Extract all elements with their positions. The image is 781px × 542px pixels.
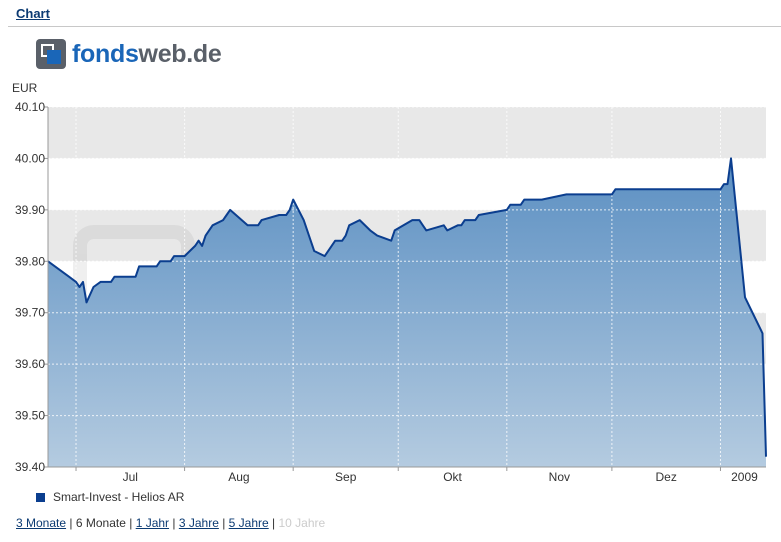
range-separator: |	[268, 516, 279, 530]
range-link-3-jahre[interactable]: 3 Jahre	[178, 516, 219, 530]
x-tick-label: Sep	[335, 470, 357, 484]
range-link-5-jahre[interactable]: 5 Jahre	[228, 516, 269, 530]
y-tick-label: 39.80	[15, 254, 45, 268]
y-tick-label: 39.40	[15, 460, 45, 474]
series-area	[48, 158, 766, 467]
chart-legend: Smart-Invest - Helios AR	[36, 490, 184, 504]
range-link-6-monate: 6 Monate	[75, 516, 126, 530]
range-separator: |	[66, 516, 76, 530]
chart-link[interactable]: Chart	[16, 6, 50, 21]
time-range-selector: 3 Monate | 6 Monate | 1 Jahr | 3 Jahre |…	[16, 516, 325, 530]
x-tick-label: Okt	[443, 470, 462, 484]
y-tick-label: 39.60	[15, 357, 45, 371]
series-line	[47, 157, 767, 457]
fondsweb-logo: fondsweb.de	[36, 38, 222, 70]
y-tick-label: 39.50	[15, 409, 45, 423]
legend-label: Smart-Invest - Helios AR	[53, 490, 185, 504]
x-tick-label: Jul	[123, 470, 138, 484]
x-tick-label: 2009	[731, 470, 758, 484]
y-tick-label: 39.90	[15, 203, 45, 217]
range-link-10-jahre: 10 Jahre	[278, 516, 326, 530]
legend-swatch	[36, 492, 45, 502]
logo-text-web: web.de	[138, 39, 222, 68]
range-separator: |	[169, 516, 179, 530]
y-tick-label: 40.00	[15, 151, 45, 165]
x-tick-label: Nov	[549, 470, 570, 484]
y-axis-label: EUR	[12, 81, 38, 95]
range-link-3-monate[interactable]: 3 Monate	[16, 516, 67, 530]
x-tick-label: Dez	[656, 470, 677, 484]
fondsweb-logo-icon	[36, 39, 66, 69]
header-divider	[8, 26, 781, 27]
logo-text-fonds: fonds	[72, 39, 139, 68]
range-separator: |	[125, 516, 136, 530]
range-link-1-jahr[interactable]: 1 Jahr	[135, 516, 170, 530]
x-tick-label: Aug	[228, 470, 249, 484]
range-separator: |	[218, 516, 229, 530]
y-tick-label: 39.70	[15, 306, 45, 320]
y-tick-label: 40.10	[15, 100, 45, 114]
